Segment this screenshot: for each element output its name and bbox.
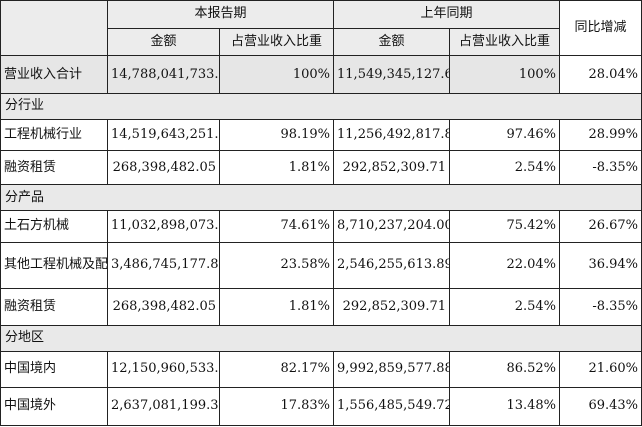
header-row-2: 金额 占营业收入比重 金额 占营业收入比重 — [1, 27, 642, 57]
header-row-1: 本报告期 上年同期 同比增减 — [0, 0, 642, 57]
yoy-change: 21.60% — [559, 350, 642, 388]
total-label: 营业收入合计 — [0, 55, 108, 95]
prior-amount: 8,710,237,204.00 — [333, 209, 451, 243]
section-title: 分产品 — [0, 184, 642, 211]
header-blank-cell — [0, 0, 108, 57]
current-share: 82.17% — [218, 350, 335, 388]
prior-share: 86.52% — [449, 350, 561, 388]
section-title: 分地区 — [0, 325, 642, 352]
section-title: 分行业 — [0, 93, 642, 120]
row-label: 中国境外 — [0, 386, 108, 427]
header-prior-share: 占营业收入比重 — [449, 27, 561, 57]
current-share: 1.81% — [218, 288, 335, 327]
table-row: 中国境外 2,637,081,199.36 17.83% 1,556,485,5… — [0, 386, 642, 427]
current-amount: 3,486,745,177.83 — [107, 241, 220, 290]
total-current-share: 100% — [218, 55, 335, 95]
yoy-change: -8.35% — [559, 150, 642, 186]
total-prior-amount: 11,549,345,127.60 — [333, 55, 451, 95]
row-label: 土石方机械 — [0, 209, 108, 243]
section-header-region: 分地区 — [0, 325, 642, 352]
prior-share: 2.54% — [449, 150, 561, 186]
current-amount: 2,637,081,199.36 — [107, 386, 220, 427]
current-amount: 12,150,960,533.77 — [107, 350, 220, 388]
current-share: 23.58% — [218, 241, 335, 290]
table-row: 中国境内 12,150,960,533.77 82.17% 9,992,859,… — [0, 350, 642, 388]
table-row: 工程机械行业 14,519,643,251.08 98.19% 11,256,4… — [0, 118, 642, 152]
current-share: 98.19% — [218, 118, 335, 152]
total-prior-share: 100% — [449, 55, 561, 95]
prior-amount: 292,852,309.71 — [333, 288, 451, 327]
current-amount: 14,519,643,251.08 — [107, 118, 220, 152]
header-current-share: 占营业收入比重 — [218, 27, 335, 57]
total-yoy: 28.04% — [559, 55, 642, 95]
prior-amount: 292,852,309.71 — [333, 150, 451, 186]
current-share: 17.83% — [218, 386, 335, 427]
row-label: 融资租赁 — [0, 288, 108, 327]
table-row: 融资租赁 268,398,482.05 1.81% 292,852,309.71… — [0, 288, 642, 327]
row-label: 工程机械行业 — [0, 118, 108, 152]
yoy-change: -8.35% — [559, 288, 642, 327]
yoy-change: 26.67% — [559, 209, 642, 243]
prior-amount: 9,992,859,577.88 — [333, 350, 451, 388]
section-header-industry: 分行业 — [0, 93, 642, 120]
prior-share: 2.54% — [449, 288, 561, 327]
header-prior-period: 上年同期 — [333, 0, 561, 29]
header-current-period: 本报告期 — [106, 0, 335, 29]
yoy-change: 36.94% — [559, 241, 642, 290]
current-amount: 268,398,482.05 — [107, 150, 220, 186]
prior-share: 13.48% — [449, 386, 561, 427]
current-amount: 268,398,482.05 — [107, 288, 220, 327]
yoy-change: 69.43% — [559, 386, 642, 427]
prior-amount: 11,256,492,817.89 — [333, 118, 451, 152]
row-label: 中国境内 — [0, 350, 108, 388]
row-label: 融资租赁 — [0, 150, 108, 186]
prior-amount: 2,546,255,613.89 — [333, 241, 451, 290]
total-row: 营业收入合计 14,788,041,733.13 100% 11,549,345… — [0, 55, 642, 95]
table-row: 其他工程机械及配件等 3,486,745,177.83 23.58% 2,546… — [0, 241, 642, 290]
row-label: 其他工程机械及配件等 — [0, 241, 108, 290]
current-share: 1.81% — [218, 150, 335, 186]
header-yoy: 同比增减 — [559, 0, 642, 57]
table-row: 土石方机械 11,032,898,073.25 74.61% 8,710,237… — [0, 209, 642, 243]
total-current-amount: 14,788,041,733.13 — [107, 55, 220, 95]
current-amount: 11,032,898,073.25 — [107, 209, 220, 243]
section-header-product: 分产品 — [0, 184, 642, 211]
prior-share: 22.04% — [449, 241, 561, 290]
header-prior-amount: 金额 — [333, 27, 451, 57]
prior-amount: 1,556,485,549.72 — [333, 386, 451, 427]
table-row: 融资租赁 268,398,482.05 1.81% 292,852,309.71… — [0, 150, 642, 186]
header-current-amount: 金额 — [107, 27, 220, 57]
prior-share: 75.42% — [449, 209, 561, 243]
prior-share: 97.46% — [449, 118, 561, 152]
yoy-change: 28.99% — [559, 118, 642, 152]
current-share: 74.61% — [218, 209, 335, 243]
